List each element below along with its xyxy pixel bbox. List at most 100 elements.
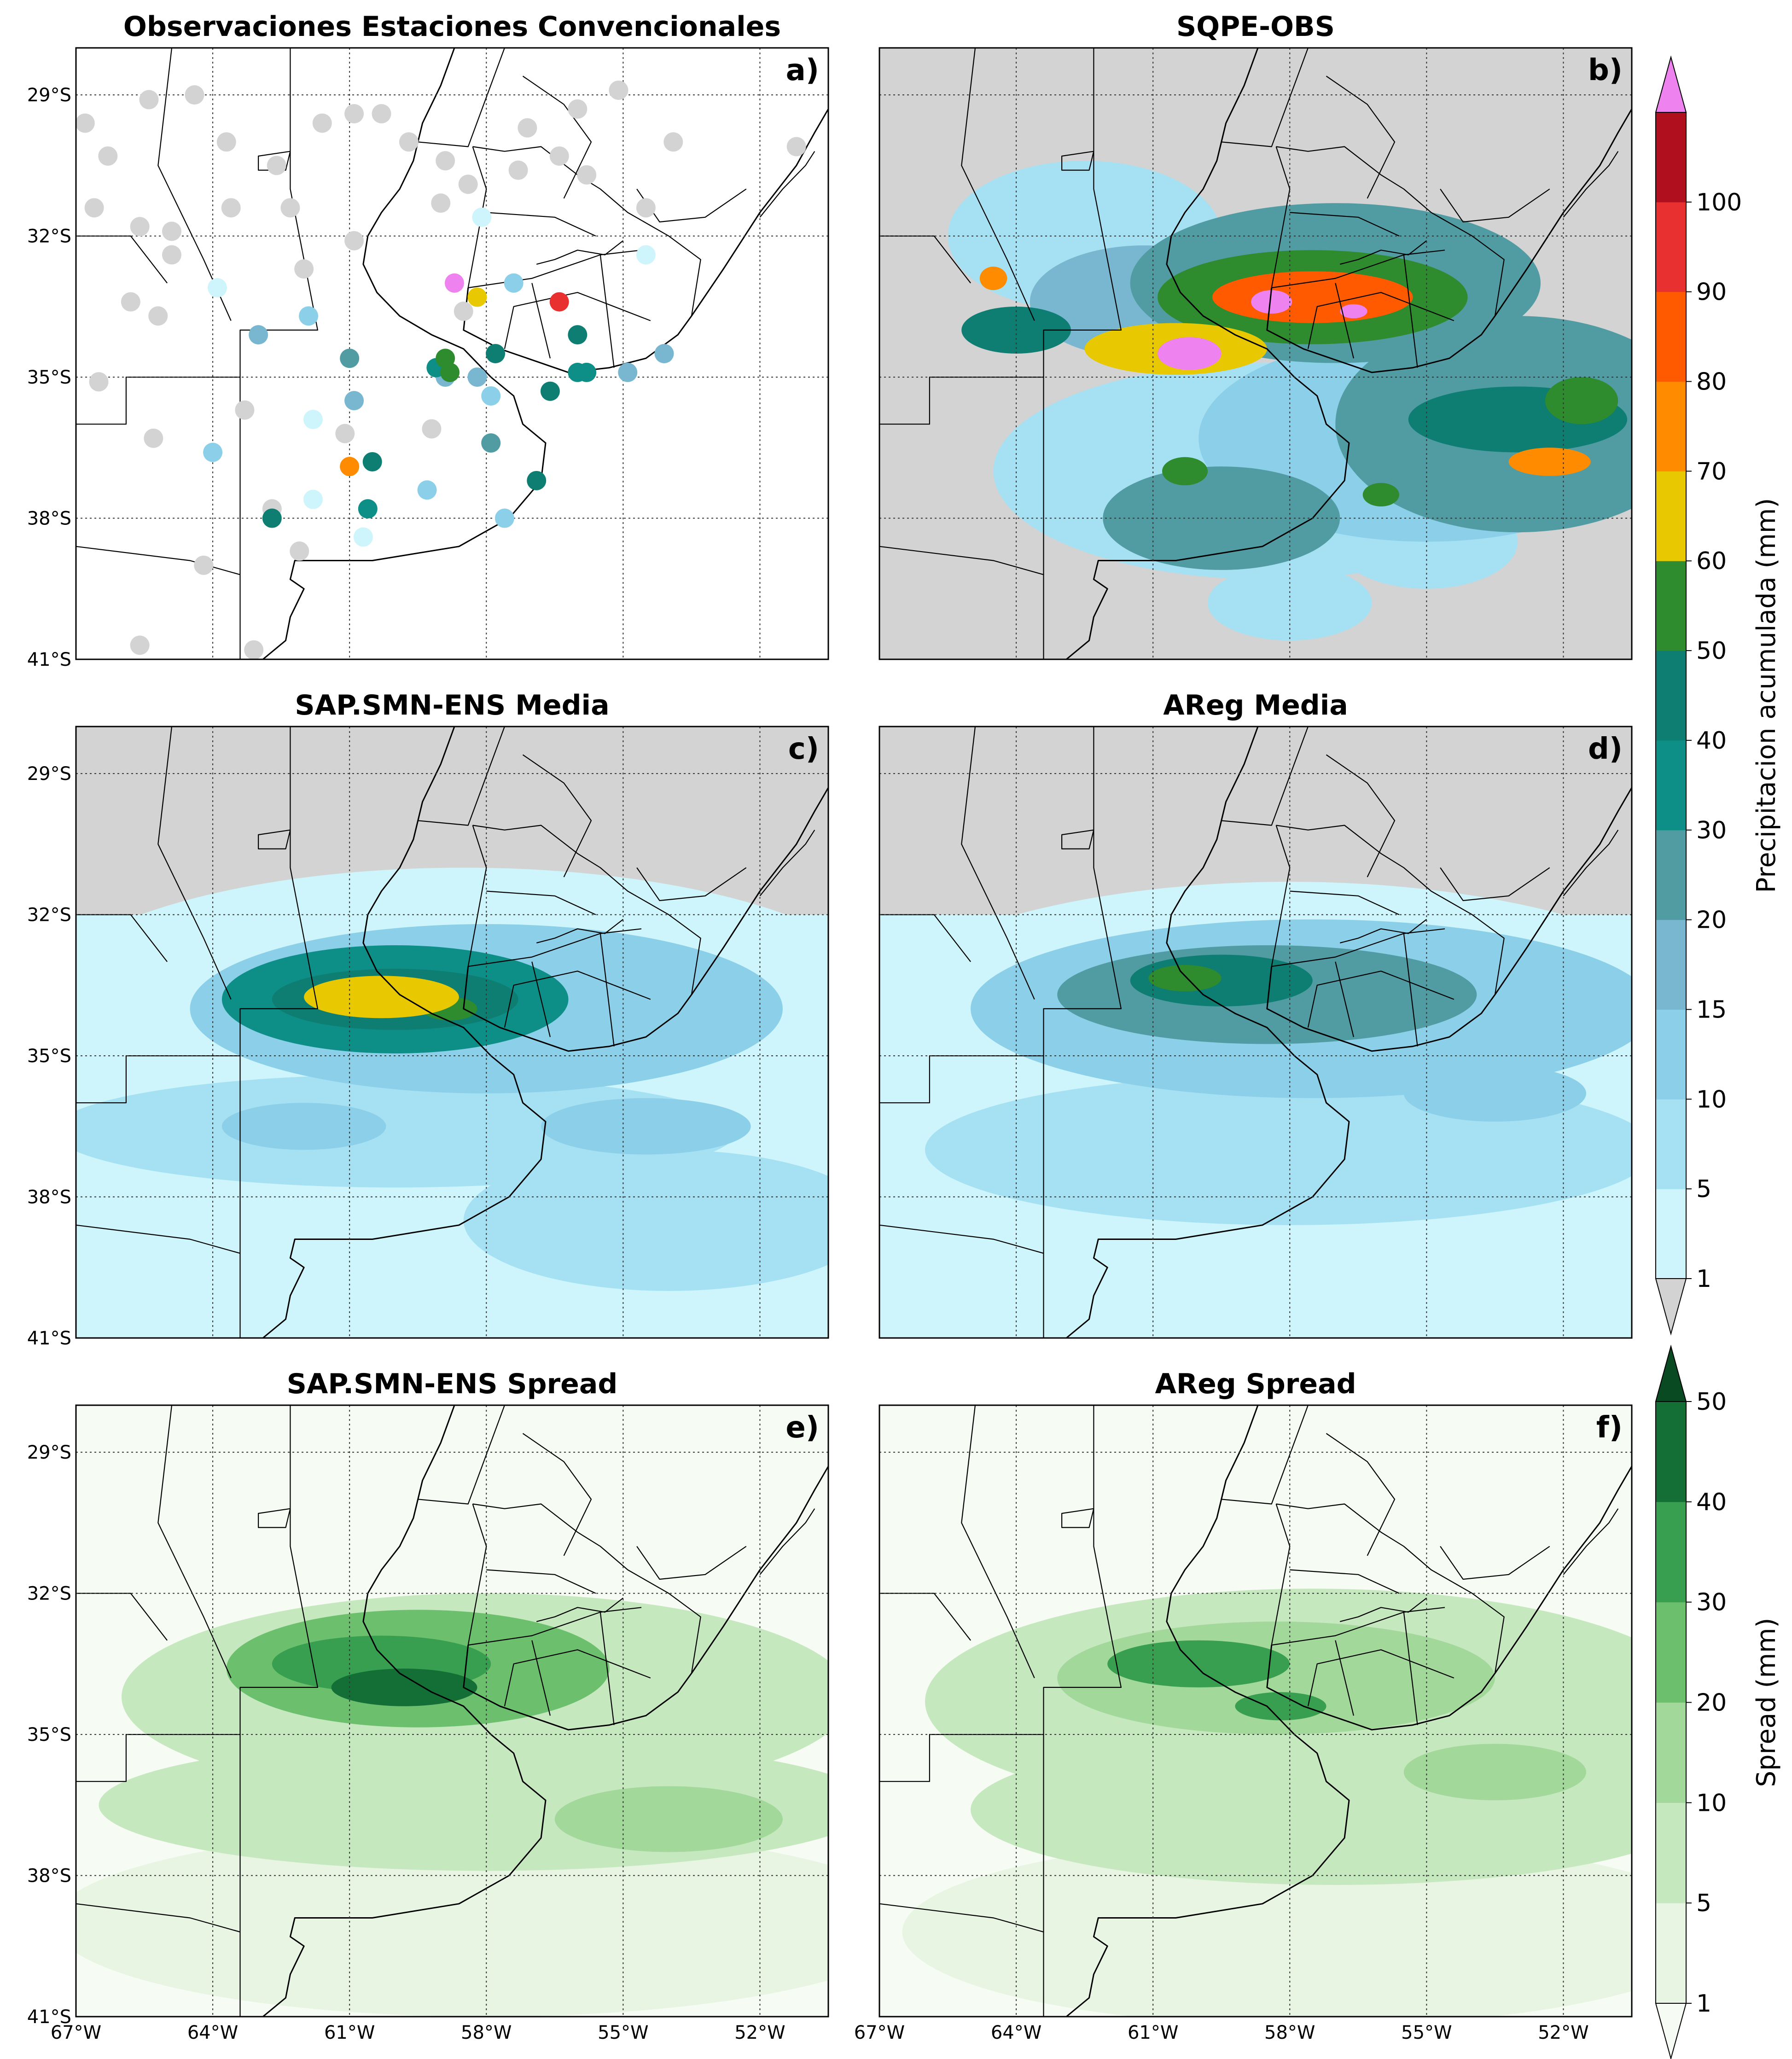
station-marker [130, 217, 150, 237]
panel-label: b) [1588, 53, 1623, 87]
border-line [1290, 212, 1400, 237]
lagoon-outline [759, 151, 815, 218]
panel-label: d) [1588, 732, 1623, 766]
border-line [76, 235, 168, 284]
gridlines [879, 1405, 1632, 2017]
station-marker [568, 325, 588, 345]
field-contour [304, 976, 459, 1018]
panel-title: Observaciones Estaciones Convencionales [123, 11, 781, 43]
station-marker [294, 259, 314, 279]
field-contour [1235, 1692, 1327, 1721]
colorbar-segment [1656, 1903, 1686, 2004]
station-marker [162, 245, 181, 265]
station-marker [340, 457, 360, 477]
station-marker [185, 85, 204, 105]
lon-tick-label: 52°W [734, 2022, 785, 2043]
border-line [472, 1503, 701, 1674]
colorbar-label: Precipitacion acumulada (mm) [1751, 498, 1781, 893]
colorbar-segment [1656, 1189, 1686, 1279]
station-marker [372, 104, 391, 124]
field-contour [1208, 565, 1372, 641]
field-contour [1362, 483, 1399, 506]
panel-d: AReg Media d) [879, 689, 1633, 1339]
lon-tick-label: 67°W [51, 2022, 101, 2043]
panel-frame [75, 726, 829, 1339]
map-area [879, 1405, 1632, 2017]
colorbar-label: Spread (mm) [1751, 1618, 1781, 1787]
station-marker [362, 452, 382, 471]
border-line [1271, 146, 1291, 288]
border-line [522, 76, 592, 199]
station-marker [458, 174, 478, 194]
colorbar-tick-label: 1 [1696, 1265, 1711, 1293]
panel-a: Observaciones Estaciones Convencionalesa… [27, 11, 829, 670]
lat-tick-label: 41°S [27, 649, 71, 670]
border-line [536, 919, 624, 943]
coastline [262, 48, 547, 659]
panel-frame [879, 726, 1633, 1339]
panel-title: SAP.SMN-ENS Media [295, 689, 609, 721]
lon-tick-label: 64°W [187, 2022, 238, 2043]
border-line [76, 914, 168, 962]
lat-tick-label: 29°S [27, 763, 71, 785]
panel-label: a) [786, 53, 819, 87]
border-line [1276, 1503, 1505, 1674]
panel-b: SQPE-OBS b) [879, 11, 1633, 660]
field-contour [76, 1074, 737, 1188]
field-contour [1251, 290, 1292, 314]
uruguay-coast [1266, 966, 1496, 1052]
panel-f: AReg Spread f) 67°W 64°W 61°W 58°W 55°W 52°W [854, 1368, 1633, 2043]
border-line [157, 727, 232, 1000]
border-line [1335, 283, 1354, 359]
station-marker [518, 118, 537, 138]
border-line [636, 867, 747, 902]
colorbar-tick-label: 50 [1696, 1388, 1727, 1416]
station-marker [312, 113, 332, 133]
station-marker [481, 433, 501, 453]
colorbar-tick-label: 60 [1696, 547, 1727, 575]
border-line [879, 1224, 1044, 1254]
brazil-coast [1494, 787, 1632, 995]
station-marker [216, 132, 236, 152]
lat-tick-label: 32°S [27, 226, 71, 247]
uruguay-coast [463, 1645, 692, 1731]
station-marker [636, 198, 656, 218]
colorbar-tick-label: 40 [1696, 727, 1727, 755]
border-line [157, 1405, 232, 1678]
panel-label: f) [1596, 1411, 1623, 1445]
station-marker [636, 245, 656, 265]
station-marker [481, 386, 501, 406]
station-marker [527, 471, 547, 490]
station-marker [454, 302, 473, 321]
colorbar-segment [1656, 1602, 1686, 1703]
border-line [504, 1649, 651, 1707]
border-line [536, 1597, 624, 1622]
lake-outline [258, 151, 291, 171]
border-line [599, 255, 615, 368]
colorbar-segment [1656, 1402, 1686, 1502]
border-line [961, 727, 1035, 1000]
border-line [486, 1569, 596, 1594]
station-marker [221, 198, 241, 218]
border-line [1271, 250, 1445, 289]
colorbar-frame [1655, 112, 1687, 1279]
brazil-coast [1494, 109, 1632, 317]
border-line [1307, 292, 1455, 349]
station-marker [194, 555, 214, 575]
border-line [1221, 48, 1309, 147]
border-line [522, 1433, 592, 1556]
station-marker [335, 424, 355, 443]
panel-title: SAP.SMN-ENS Spread [287, 1368, 618, 1400]
station-marker [280, 198, 300, 218]
station-marker [235, 400, 255, 420]
field-contour [1162, 457, 1208, 486]
station-marker [249, 325, 268, 345]
colorbar-over-extension [1655, 55, 1687, 113]
colorbar-segment [1656, 112, 1686, 203]
panel-frame [75, 1404, 829, 2018]
colorbar-tick-label: 5 [1696, 1175, 1711, 1203]
border-line [1440, 867, 1550, 902]
field-contour [554, 1786, 783, 1852]
